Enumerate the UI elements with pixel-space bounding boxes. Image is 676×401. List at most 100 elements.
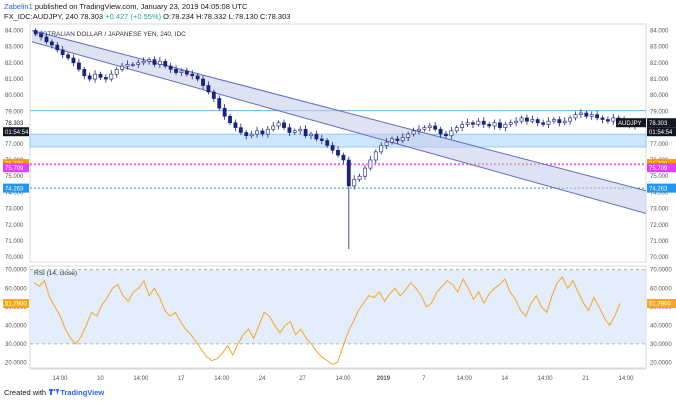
time-tick: 2019	[377, 376, 391, 382]
time-tick: 14:00	[52, 376, 68, 382]
candle-body	[552, 119, 556, 122]
price-tick-left: 80.000	[5, 93, 24, 99]
price-tick-left: 70.000	[5, 255, 24, 261]
candle-body	[611, 117, 616, 122]
candle-body	[314, 133, 319, 140]
author-name[interactable]: Zabelin1	[4, 2, 33, 11]
price-tick-left: 73.000	[5, 207, 24, 213]
candle-body	[103, 77, 108, 80]
candle-body	[130, 64, 135, 66]
time-tick: 27	[299, 376, 306, 382]
candle-body	[303, 128, 308, 137]
candle-body	[217, 98, 222, 109]
candle-body	[595, 114, 600, 119]
candle-body	[438, 128, 443, 135]
candle-body	[568, 117, 573, 122]
last-value: 78.303	[80, 12, 104, 21]
price-tick-right: 81.000	[650, 77, 669, 83]
price-tick-left: 77.000	[5, 142, 24, 148]
time-tick: 14	[501, 376, 508, 382]
price-tick-right: 72.000	[650, 223, 669, 229]
candle-body	[406, 133, 411, 138]
candle-body	[282, 122, 286, 128]
candle-body	[368, 159, 373, 169]
close: C:78.303	[259, 12, 291, 21]
candle-body	[260, 130, 265, 135]
candle-body	[341, 154, 346, 161]
channel-upper-line	[31, 29, 647, 192]
candle-body	[66, 54, 71, 59]
candle-body	[190, 73, 195, 77]
candle-body	[465, 122, 470, 125]
blue-level-label-left: 74.263	[5, 186, 24, 192]
high: H:78.332	[196, 12, 227, 21]
time-tick: 14:00	[133, 376, 149, 382]
price-tick-right: 73.000	[650, 207, 669, 213]
candle-body	[184, 70, 189, 75]
time-tick: 17	[178, 376, 185, 382]
candle-body	[498, 122, 502, 128]
candle-body	[174, 69, 178, 73]
candle-body	[449, 130, 454, 137]
countdown-label-left: 01:54:54	[5, 130, 29, 136]
countdown-label-right: 01:54:54	[649, 130, 673, 136]
magenta-level-label-right-bg	[647, 163, 676, 173]
candle-body	[147, 59, 151, 62]
candle-body	[228, 115, 232, 124]
rsi-tick-right: 70.0000	[650, 268, 672, 274]
time-tick: 10	[97, 376, 104, 382]
candle-body	[492, 122, 497, 127]
rsi-tick-right: 40.0000	[650, 323, 672, 329]
candle-body	[249, 133, 254, 137]
candle-body	[357, 175, 362, 180]
time-tick: 14:00	[335, 376, 351, 382]
candle-body	[60, 49, 65, 56]
candle-body	[460, 124, 465, 128]
candle-body	[400, 137, 405, 141]
rsi-last-label-right: 51.7900	[649, 302, 671, 308]
tradingview-brand[interactable]: TradingView	[60, 388, 105, 397]
candle-body	[233, 122, 238, 128]
price-chart-title: AUSTRALIAN DOLLAR / JAPANESE YEN, 240, I…	[34, 31, 186, 38]
time-tick: 14:00	[214, 376, 230, 382]
candle-body	[530, 119, 535, 122]
candle-body	[562, 120, 567, 124]
time-tick: 14:00	[618, 376, 634, 382]
rsi-tick-left: 40.0000	[5, 323, 27, 329]
published-text: published on TradingView.com, January 23…	[34, 2, 248, 11]
candle-body	[39, 33, 44, 38]
publish-line: Zabelin1 published on TradingView.com, J…	[4, 2, 247, 11]
footer: Created with TradingView	[4, 388, 104, 397]
price-tick-left: 74.000	[5, 190, 24, 196]
symbol-line: FX_IDC:AUDJPY, 240 78.303 +0.427 (+0.55%…	[4, 12, 290, 21]
candle-body	[454, 127, 459, 132]
magenta-level-label-right: 75.709	[649, 166, 668, 172]
candle-body	[600, 117, 605, 120]
candle-body	[33, 30, 38, 35]
price-tick-right: 83.000	[650, 45, 669, 51]
candle-body	[141, 60, 146, 64]
candle-body	[444, 133, 448, 137]
time-tick: 14:00	[457, 376, 473, 382]
candle-body	[298, 128, 303, 132]
rsi-last-label-left: 51.7900	[5, 302, 27, 308]
price-tick-left: 83.000	[5, 45, 24, 51]
candle-body	[114, 69, 119, 75]
candle-body	[82, 69, 87, 77]
rsi-tick-left: 60.0000	[5, 286, 27, 292]
blue-level-label-right-bg	[647, 183, 676, 193]
candle-body	[76, 62, 81, 70]
candle-body	[584, 112, 589, 117]
candle-body	[411, 130, 416, 135]
last-price-label-left: 78.303	[5, 121, 24, 127]
time-tick: 7	[422, 376, 426, 382]
candle-body	[276, 122, 281, 127]
candle-body	[136, 62, 141, 65]
candle-body	[508, 122, 513, 125]
candle-body	[163, 60, 168, 67]
candle-body	[195, 75, 200, 80]
countdown-label-left-bg	[3, 127, 29, 137]
rsi-tick-left: 70.0000	[5, 268, 27, 274]
last-price-label-right: 78.303	[649, 121, 668, 127]
